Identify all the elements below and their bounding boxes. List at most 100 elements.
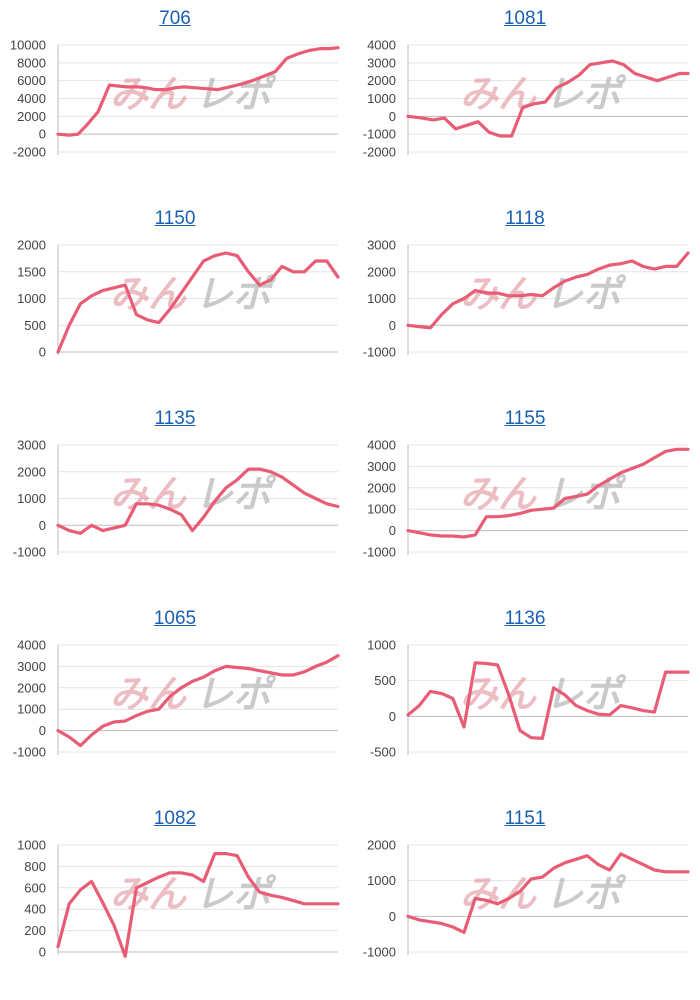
y-tick-label: -1000 (363, 945, 396, 960)
y-tick-label: 0 (389, 109, 396, 124)
y-tick-label: 400 (24, 902, 46, 917)
svg-text:みん: みん (110, 872, 187, 916)
chart-panel-1065: 1065 -1000 0 1000 2000 3000 4000 みん レポ (0, 600, 350, 800)
y-tick-label: 4000 (367, 38, 396, 53)
y-tick-label: 6000 (17, 73, 46, 88)
svg-text:レポ: レポ (195, 272, 277, 316)
y-tick-label: 0 (389, 709, 396, 724)
y-tick-label: 0 (39, 518, 46, 533)
series-line (56, 467, 340, 535)
y-tick-label: 0 (39, 127, 46, 142)
series-line (56, 46, 340, 137)
y-tick-label: 1000 (17, 491, 46, 506)
chart-panel-1118: 1118 -1000 0 1000 2000 3000 みん レポ (350, 200, 700, 400)
chart-title-link[interactable]: 1136 (504, 608, 546, 629)
y-tick-label: 2000 (367, 480, 396, 495)
chart-title-link[interactable]: 1155 (504, 408, 546, 429)
svg-text:レポ: レポ (545, 872, 627, 916)
y-tick-label: 2000 (367, 264, 396, 279)
series-line (406, 251, 690, 330)
y-tick-label: 500 (24, 318, 46, 333)
y-tick-label: 2000 (17, 109, 46, 124)
y-tick-label: 2000 (17, 238, 46, 253)
y-tick-label: 0 (389, 318, 396, 333)
y-tick-label: 2000 (367, 838, 396, 853)
y-tick-label: 0 (39, 723, 46, 738)
series-line (406, 59, 690, 138)
y-tick-label: 0 (389, 909, 396, 924)
chart-panel-1135: 1135 -1000 0 1000 2000 3000 みん レポ (0, 400, 350, 600)
svg-text:レポ: レポ (195, 72, 277, 116)
chart-panel-1150: 1150 0 500 1000 1500 2000 みん レポ (0, 200, 350, 400)
y-tick-label: 3000 (367, 459, 396, 474)
y-tick-label: -500 (370, 745, 396, 760)
chart-panel-1082: 1082 0 200 400 600 800 1000 みん レポ (0, 800, 350, 1000)
y-tick-label: -1000 (363, 545, 396, 560)
series-line (406, 661, 690, 741)
y-tick-label: 4000 (17, 91, 46, 106)
svg-text:みん: みん (460, 72, 537, 116)
chart-panel-1081: 1081 -2000 -1000 0 1000 2000 3000 4000 みん レポ (350, 0, 700, 200)
y-tick-label: -1000 (13, 545, 46, 560)
chart-title-link[interactable]: 1118 (505, 208, 545, 229)
line-chart: -2000 0 2000 4000 6000 8000 10000 みん レポ (10, 38, 340, 160)
y-tick-label: 3000 (17, 659, 46, 674)
watermark: みん レポ (460, 72, 627, 116)
line-chart: -2000 -1000 0 1000 2000 3000 4000 みん レポ (363, 38, 690, 160)
y-tick-label: 3000 (367, 238, 396, 253)
y-tick-label: 600 (24, 880, 46, 895)
y-tick-label: 8000 (17, 55, 46, 70)
watermark: みん レポ (460, 672, 627, 716)
line-chart: -1000 0 1000 2000 みん レポ (363, 838, 690, 960)
y-tick-label: 1000 (17, 838, 46, 853)
y-tick-label: 3000 (367, 55, 396, 70)
chart-title-link[interactable]: 1065 (153, 608, 197, 629)
chart-title-link[interactable]: 1081 (503, 8, 547, 29)
svg-text:みん: みん (460, 472, 537, 516)
chart-title-link[interactable]: 706 (159, 8, 191, 29)
line-chart: 0 200 400 600 800 1000 みん レポ (17, 838, 340, 960)
svg-text:みん: みん (110, 72, 187, 116)
y-tick-label: 1000 (17, 702, 46, 717)
chart-title-link[interactable]: 1135 (154, 408, 196, 429)
svg-text:みん: みん (110, 272, 187, 316)
y-tick-label: 2000 (17, 680, 46, 695)
y-tick-label: 200 (24, 923, 46, 938)
y-tick-label: 2000 (17, 464, 46, 479)
line-chart: 0 500 1000 1500 2000 みん レポ (17, 238, 340, 360)
svg-text:レポ: レポ (545, 272, 627, 316)
chart-panel-1151: 1151 -1000 0 1000 2000 みん レポ (350, 800, 700, 1000)
svg-text:レポ: レポ (545, 72, 627, 116)
series-line (406, 447, 690, 539)
y-tick-label: 4000 (17, 638, 46, 653)
chart-panel-706: 706 -2000 0 2000 4000 6000 8000 10000 みん レポ (0, 0, 350, 200)
y-tick-label: 1000 (17, 291, 46, 306)
series-line (56, 852, 340, 958)
watermark: みん レポ (110, 272, 277, 316)
y-tick-label: -1000 (363, 345, 396, 360)
svg-text:みん: みん (110, 472, 187, 516)
watermark: みん レポ (460, 872, 627, 916)
series-line (56, 654, 340, 748)
y-tick-label: -1000 (363, 127, 396, 142)
chart-title-link[interactable]: 1150 (154, 208, 196, 229)
chart-panel-1136: 1136 -500 0 500 1000 みん レポ (350, 600, 700, 800)
watermark: みん レポ (110, 72, 277, 116)
y-tick-label: 4000 (367, 438, 396, 453)
y-tick-label: 2000 (367, 73, 396, 88)
chart-title-link[interactable]: 1151 (504, 808, 546, 829)
y-tick-label: -1000 (13, 745, 46, 760)
y-tick-label: -2000 (13, 145, 46, 160)
chart-panel-1155: 1155 -1000 0 1000 2000 3000 4000 みん レポ (350, 400, 700, 600)
y-tick-label: 1000 (367, 873, 396, 888)
y-tick-label: 1000 (367, 502, 396, 517)
y-tick-label: -2000 (363, 145, 396, 160)
watermark: みん レポ (110, 872, 277, 916)
y-tick-label: 800 (24, 859, 46, 874)
svg-text:レポ: レポ (195, 672, 277, 716)
chart-title-link[interactable]: 1082 (153, 808, 197, 829)
y-tick-label: 500 (374, 673, 396, 688)
